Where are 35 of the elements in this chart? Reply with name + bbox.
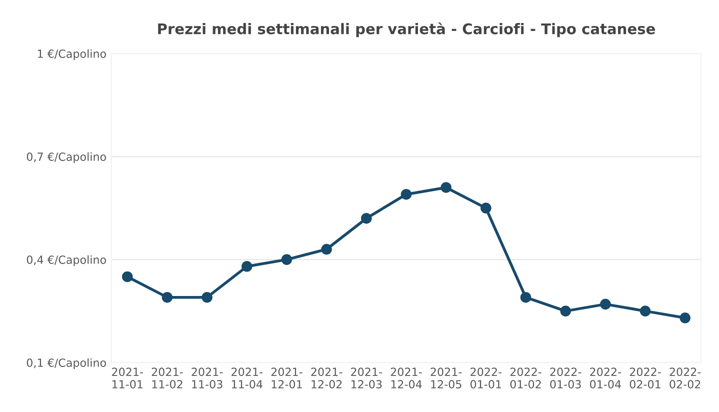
point [600,298,611,310]
y-tick-label: 0,1 €/Capolino [26,358,106,370]
x-tick-label: 2021-12-02 [311,368,342,388]
point [162,292,173,303]
x-tick-label: 2021-11-04 [232,368,262,388]
point [640,306,651,316]
x-tick-label: 2022-01-02 [510,368,542,388]
point [202,292,212,303]
x-tick-label: 2021-12-01 [271,368,302,388]
point [440,182,452,193]
x-tick-label: 2021-12-04 [390,368,422,388]
point [242,261,252,272]
point [560,306,571,316]
point [321,244,332,255]
x-tick-label: 2021-11-03 [192,368,223,388]
point [480,202,492,214]
point [520,292,532,303]
y-tick-label: 0,7 €/Capolino [26,152,106,164]
chart-title: Prezzi medi settimanali per varietà - Carciofi - Tipo catanese [158,22,655,38]
x-tick-label: 2022-01-03 [550,368,582,388]
point [400,188,412,200]
x-tick-label: 2021-12-05 [430,368,462,388]
x-tick-label: 2021-12-03 [351,368,382,388]
y-tick-label: 1 €/Capolino [38,49,106,60]
x-tick-label: 2021-11-02 [152,368,183,388]
point [680,312,690,324]
x-tick-label: 2022-01-01 [470,368,502,388]
x-tick-label: 2022-01-04 [590,368,622,388]
point [281,254,292,265]
x-tick-label: 2021-11-01 [112,368,143,388]
y-tick-label: 0,4 €/Capolino [26,255,106,266]
x-tick-label: 2022-02-01 [630,368,661,388]
point [122,271,133,282]
point [361,212,372,224]
x-tick-label: 2022-02-02 [670,368,701,388]
